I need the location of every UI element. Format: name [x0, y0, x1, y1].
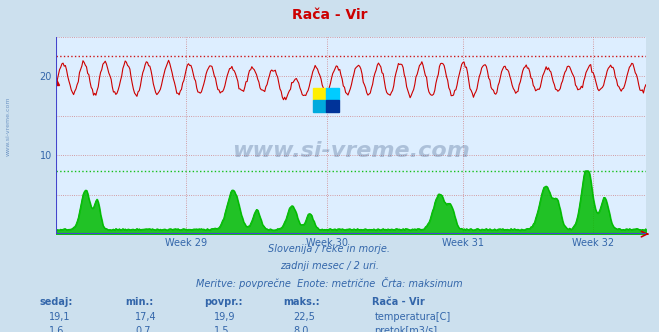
Text: temperatura[C]: temperatura[C]	[374, 312, 451, 322]
Text: Rača - Vir: Rača - Vir	[292, 8, 367, 22]
Text: Rača - Vir: Rača - Vir	[372, 297, 425, 307]
Text: 0,7: 0,7	[135, 326, 151, 332]
Text: 19,1: 19,1	[49, 312, 71, 322]
Bar	[326, 88, 339, 100]
Text: 17,4: 17,4	[135, 312, 157, 322]
Bar	[312, 100, 326, 112]
Text: 19,9: 19,9	[214, 312, 236, 322]
Text: maks.:: maks.:	[283, 297, 320, 307]
Text: www.si-vreme.com: www.si-vreme.com	[5, 96, 11, 156]
Text: povpr.:: povpr.:	[204, 297, 243, 307]
Text: 8,0: 8,0	[293, 326, 308, 332]
Text: Slovenija / reke in morje.: Slovenija / reke in morje.	[268, 244, 391, 254]
Bar	[312, 88, 326, 100]
Text: 22,5: 22,5	[293, 312, 315, 322]
Bar	[326, 100, 339, 112]
Text: 1,5: 1,5	[214, 326, 230, 332]
Text: Meritve: povprečne  Enote: metrične  Črta: maksimum: Meritve: povprečne Enote: metrične Črta:…	[196, 277, 463, 289]
Text: min.:: min.:	[125, 297, 154, 307]
Text: 1,6: 1,6	[49, 326, 65, 332]
Text: zadnji mesec / 2 uri.: zadnji mesec / 2 uri.	[280, 261, 379, 271]
Text: www.si-vreme.com: www.si-vreme.com	[232, 141, 470, 161]
Text: sedaj:: sedaj:	[40, 297, 73, 307]
Text: pretok[m3/s]: pretok[m3/s]	[374, 326, 438, 332]
